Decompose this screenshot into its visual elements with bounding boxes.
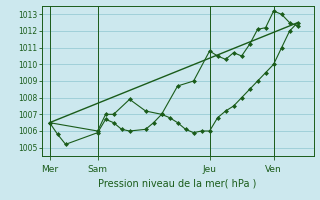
X-axis label: Pression niveau de la mer( hPa ): Pression niveau de la mer( hPa ) [99, 178, 257, 188]
